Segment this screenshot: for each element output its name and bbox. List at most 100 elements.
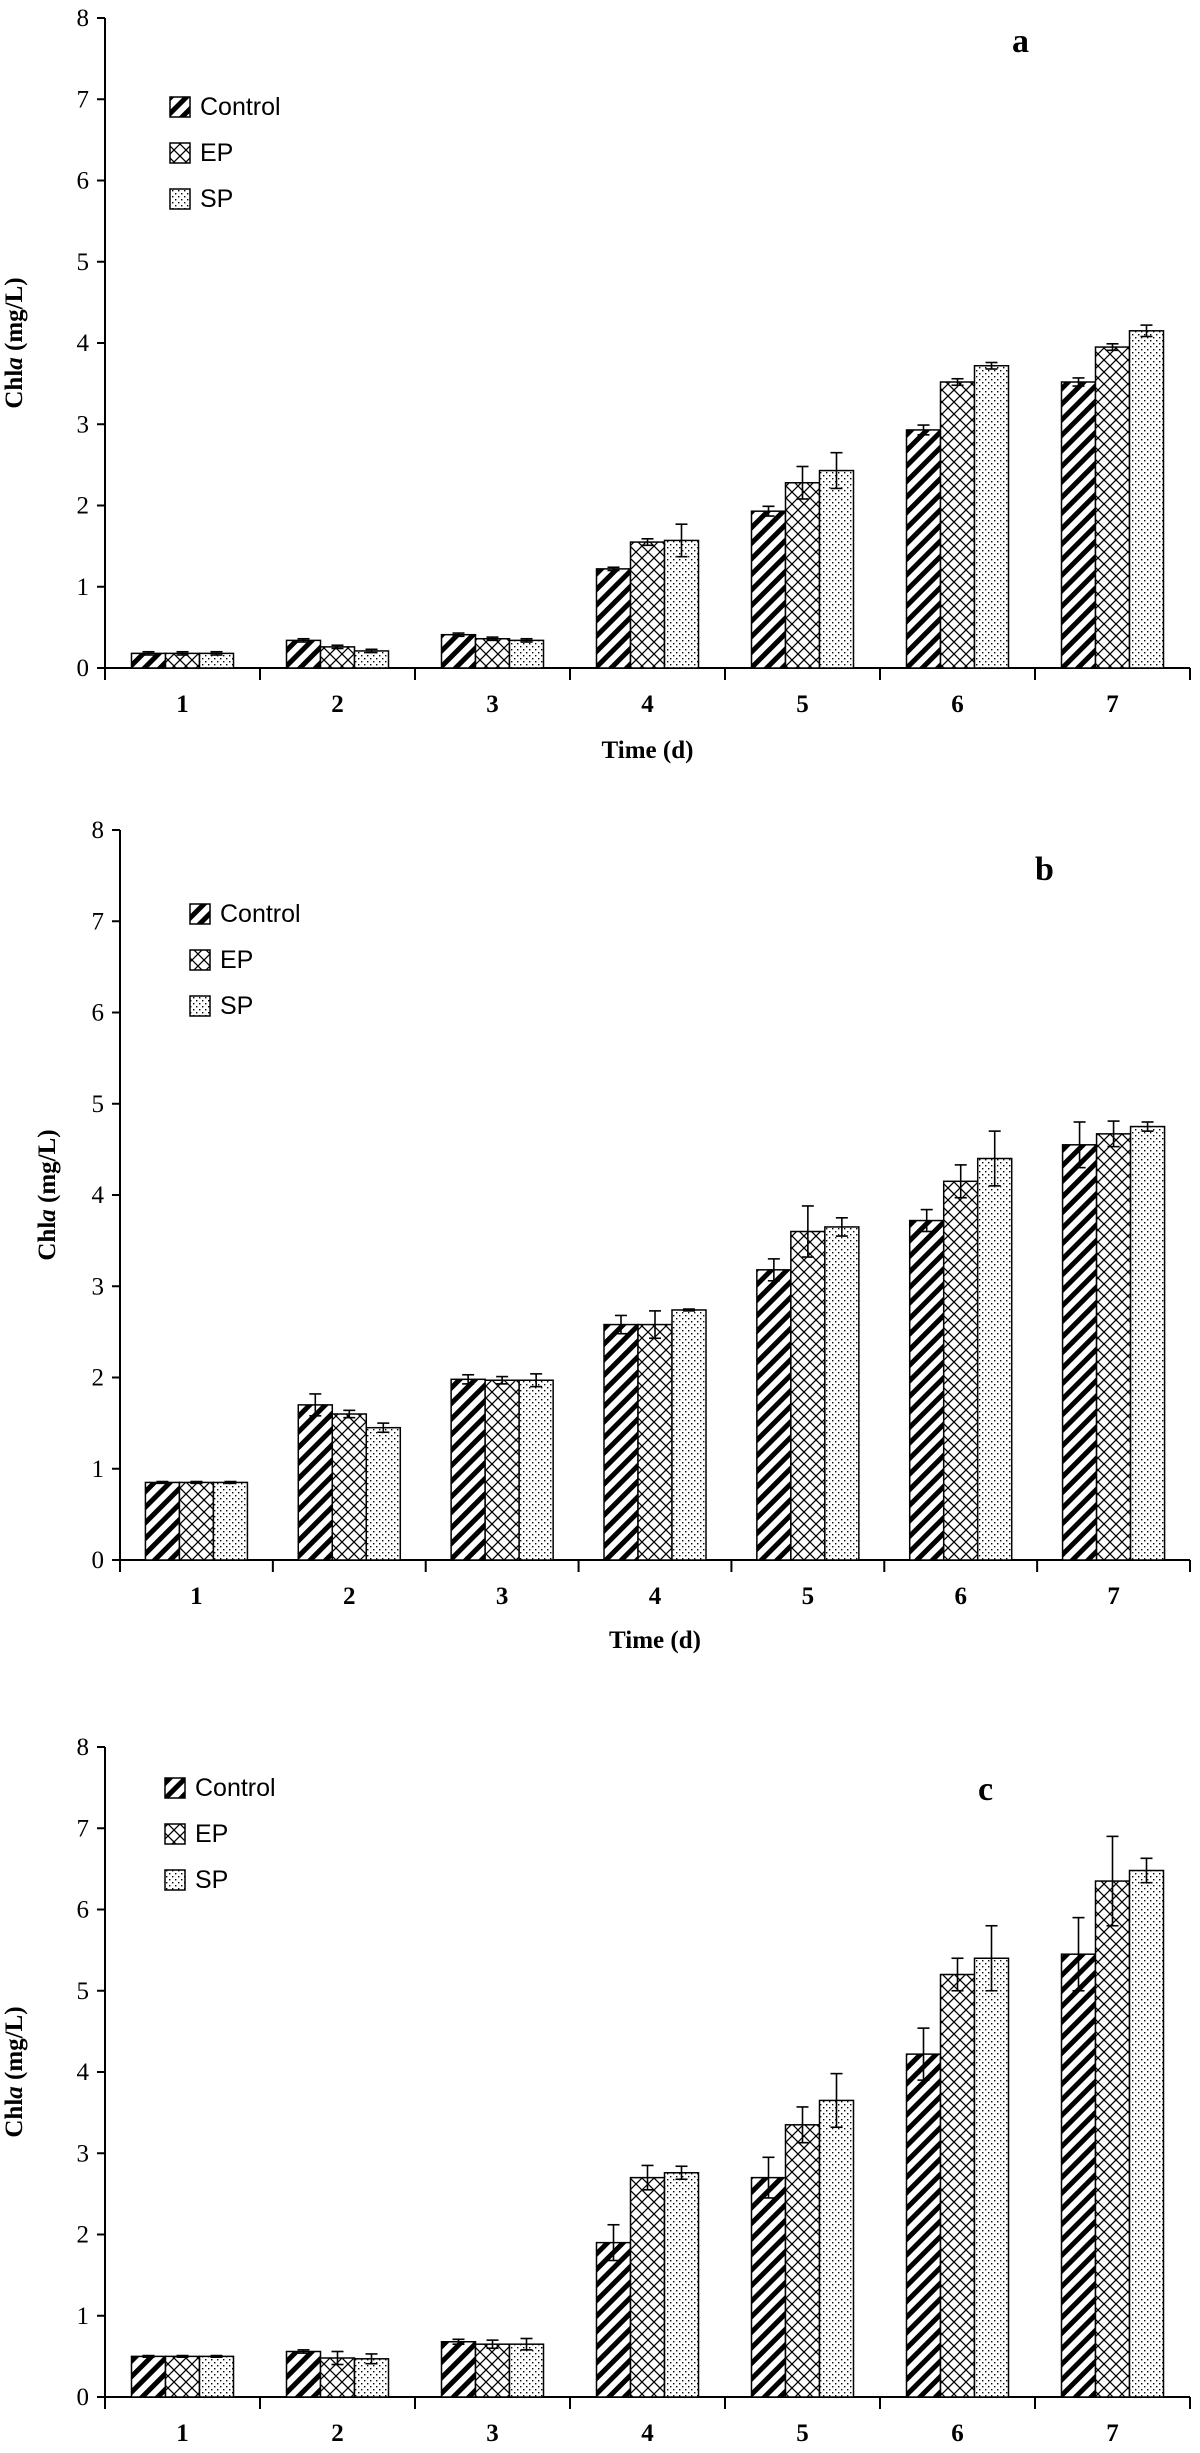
error-bar-sp-day-3	[530, 1373, 543, 1388]
bar-ep-day-1	[178, 1481, 215, 1561]
error-bar-ep-day-1	[190, 1480, 203, 1485]
bar-sp-day-2	[353, 650, 390, 669]
error-bar-sp-day-5	[835, 1217, 848, 1237]
x-tick-label-5: 5	[796, 691, 809, 718]
bar-ep-day-4	[629, 541, 666, 669]
bar-control-day-6	[905, 2053, 942, 2398]
legend-label-ep: EP	[195, 1820, 228, 1848]
bar-sp-day-7	[1128, 1869, 1165, 2398]
legend-swatch-ep	[169, 142, 191, 164]
legend-swatch-control	[169, 96, 191, 118]
legend: Control EP SP	[189, 900, 301, 1020]
error-bar-ep-day-5	[796, 465, 809, 500]
y-tick-label: 8	[92, 817, 105, 844]
y-tick-label: 3	[77, 411, 90, 438]
x-tick-label-5: 5	[796, 2420, 809, 2447]
error-bar-ep-day-1	[176, 2354, 189, 2358]
error-bar-sp-day-3	[520, 637, 533, 643]
y-tick-label: 6	[77, 168, 90, 195]
error-bar-ep-day-4	[641, 538, 654, 547]
error-bar-sp-day-2	[365, 2353, 378, 2365]
bar-ep-day-4	[629, 2176, 666, 2398]
bar-ep-day-3	[474, 2343, 511, 2398]
bar-sp-day-5	[824, 1226, 860, 1561]
x-tick-label-4: 4	[649, 1583, 662, 1610]
bar-sp-day-7	[1128, 330, 1165, 669]
error-bar-sp-day-5	[830, 2072, 843, 2129]
error-bar-sp-day-2	[365, 648, 378, 654]
bar-control-day-5	[750, 2176, 787, 2398]
x-tick-label-2: 2	[331, 2420, 344, 2447]
bar-ep-day-5	[784, 482, 821, 669]
error-bar-control-day-3	[462, 1373, 475, 1385]
bar-sp-day-6	[976, 1157, 1013, 1561]
bar-control-day-7	[1061, 1144, 1098, 1561]
panel-label: c	[978, 1771, 993, 1808]
bar-ep-day-7	[1094, 1880, 1131, 2398]
error-bar-control-day-5	[762, 505, 775, 517]
bar-control-day-3	[440, 633, 477, 669]
bar-sp-day-2	[365, 1426, 402, 1561]
y-axis-title: Chla (mg/L)	[34, 1129, 61, 1260]
y-tick-label: 7	[77, 1815, 90, 1842]
bar-ep-day-2	[319, 646, 356, 669]
error-bar-ep-day-2	[343, 1409, 356, 1419]
y-axis-title: Chla (mg/L)	[1, 2006, 28, 2137]
bar-control-day-7	[1060, 1953, 1097, 2398]
bar-control-day-6	[905, 429, 942, 669]
x-tick-label-3: 3	[496, 1583, 509, 1610]
bar-ep-day-6	[939, 1973, 976, 2398]
y-axis-title-main: Chl	[1, 370, 28, 409]
error-bar-sp-day-4	[683, 1308, 695, 1312]
error-bar-control-day-2	[297, 2349, 310, 2354]
error-bar-sp-day-2	[377, 1422, 390, 1434]
legend-label-control: Control	[195, 1774, 276, 1802]
error-bar-sp-day-7	[1141, 1121, 1154, 1132]
x-tick-label-7: 7	[1107, 1583, 1120, 1610]
y-tick-label: 2	[77, 493, 90, 520]
error-bar-sp-day-1	[210, 2354, 223, 2358]
bar-sp-day-6	[973, 1957, 1010, 2398]
y-tick-label: 5	[77, 249, 90, 276]
bar-sp-day-4	[663, 539, 700, 669]
x-tick-label-1: 1	[190, 1583, 203, 1610]
error-bar-control-day-7	[1072, 377, 1085, 387]
y-axis-title-unit: (mg/L)	[34, 1129, 61, 1209]
bar-sp-day-4	[671, 1309, 707, 1561]
x-tick-label-5: 5	[802, 1583, 815, 1610]
error-bar-control-day-3	[452, 632, 465, 638]
y-axis-title-main: Chl	[34, 1222, 61, 1261]
y-tick-label: 2	[77, 2222, 90, 2249]
bar-ep-day-2	[331, 1413, 368, 1561]
error-bar-control-day-5	[762, 2156, 775, 2199]
y-axis-title: Chla (mg/L)	[1, 277, 28, 408]
y-tick-label: 1	[92, 1456, 105, 1483]
legend-swatch-sp	[164, 1869, 186, 1891]
error-bar-control-day-1	[142, 2354, 155, 2358]
error-bar-ep-day-3	[486, 636, 499, 642]
error-bar-control-day-1	[142, 650, 155, 656]
bar-ep-day-3	[474, 638, 511, 669]
bar-control-day-2	[285, 639, 322, 669]
error-bar-control-day-6	[917, 424, 930, 436]
y-axis-title-unit: (mg/L)	[1, 277, 28, 357]
error-bar-control-day-4	[615, 1314, 627, 1335]
bar-sp-day-3	[508, 2343, 545, 2398]
y-tick-label: 5	[77, 1978, 90, 2005]
error-bar-control-day-7	[1073, 1121, 1086, 1169]
legend-label-sp: SP	[195, 1866, 228, 1894]
bar-sp-day-2	[353, 2358, 390, 2398]
panel-label: b	[1035, 851, 1054, 888]
legend-swatch-sp	[189, 995, 211, 1017]
error-bar-ep-day-5	[801, 1205, 814, 1258]
error-bar-ep-day-1	[176, 650, 189, 656]
x-tick-label-4: 4	[641, 2420, 654, 2447]
error-bar-sp-day-4	[675, 523, 688, 558]
legend-label-ep: EP	[220, 946, 253, 974]
error-bar-ep-day-7	[1106, 343, 1119, 352]
bar-sp-day-5	[818, 469, 855, 669]
bar-control-day-6	[908, 1219, 945, 1561]
bar-control-day-5	[756, 1269, 792, 1561]
y-tick-label: 0	[77, 655, 90, 682]
